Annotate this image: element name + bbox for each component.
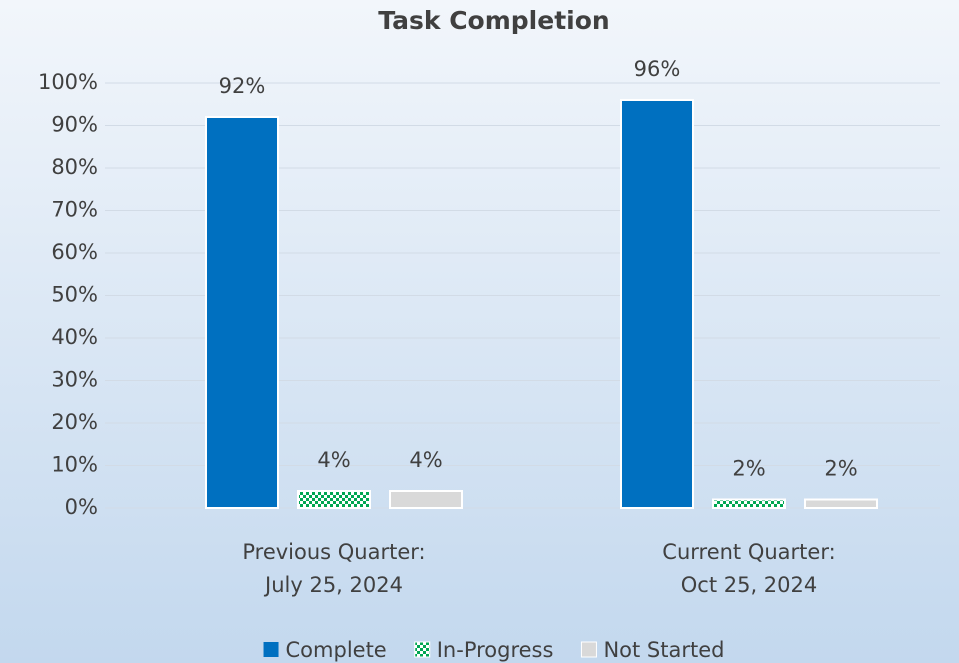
bar	[712, 498, 786, 509]
legend-swatch	[580, 641, 597, 658]
y-tick-label: 50%	[51, 283, 98, 307]
y-tick-label: 80%	[51, 155, 98, 179]
bar	[297, 490, 371, 509]
y-tick-label: 10%	[51, 453, 98, 477]
legend-label: Not Started	[603, 638, 724, 662]
value-label: 92%	[219, 74, 266, 98]
x-tick-label: Oct 25, 2024	[681, 573, 818, 597]
y-tick-label: 100%	[38, 70, 98, 94]
y-tick-label: 20%	[51, 410, 98, 434]
y-tick-label: 40%	[51, 325, 98, 349]
legend: Complete In-Progress Not Started	[263, 638, 724, 662]
legend-label: Complete	[286, 638, 387, 662]
legend-swatch	[263, 642, 279, 657]
bar	[620, 99, 694, 509]
x-tick-label: Current Quarter:	[662, 540, 835, 564]
value-label: 4%	[317, 448, 350, 472]
bar	[804, 498, 878, 509]
value-label: 2%	[824, 457, 857, 481]
y-tick-label: 0%	[65, 495, 98, 519]
value-label: 2%	[732, 457, 765, 481]
bar	[389, 490, 463, 509]
x-tick-label: Previous Quarter:	[242, 540, 425, 564]
value-label: 4%	[409, 448, 442, 472]
legend-label: In-Progress	[437, 638, 554, 662]
y-tick-label: 60%	[51, 240, 98, 264]
value-label: 96%	[634, 57, 681, 81]
y-tick-label: 30%	[51, 368, 98, 392]
y-tick-label: 70%	[51, 198, 98, 222]
chart-title: Task Completion	[378, 6, 609, 35]
legend-swatch	[414, 641, 431, 658]
y-tick-label: 90%	[51, 113, 98, 137]
bar	[205, 116, 279, 509]
x-tick-label: July 25, 2024	[263, 573, 403, 597]
